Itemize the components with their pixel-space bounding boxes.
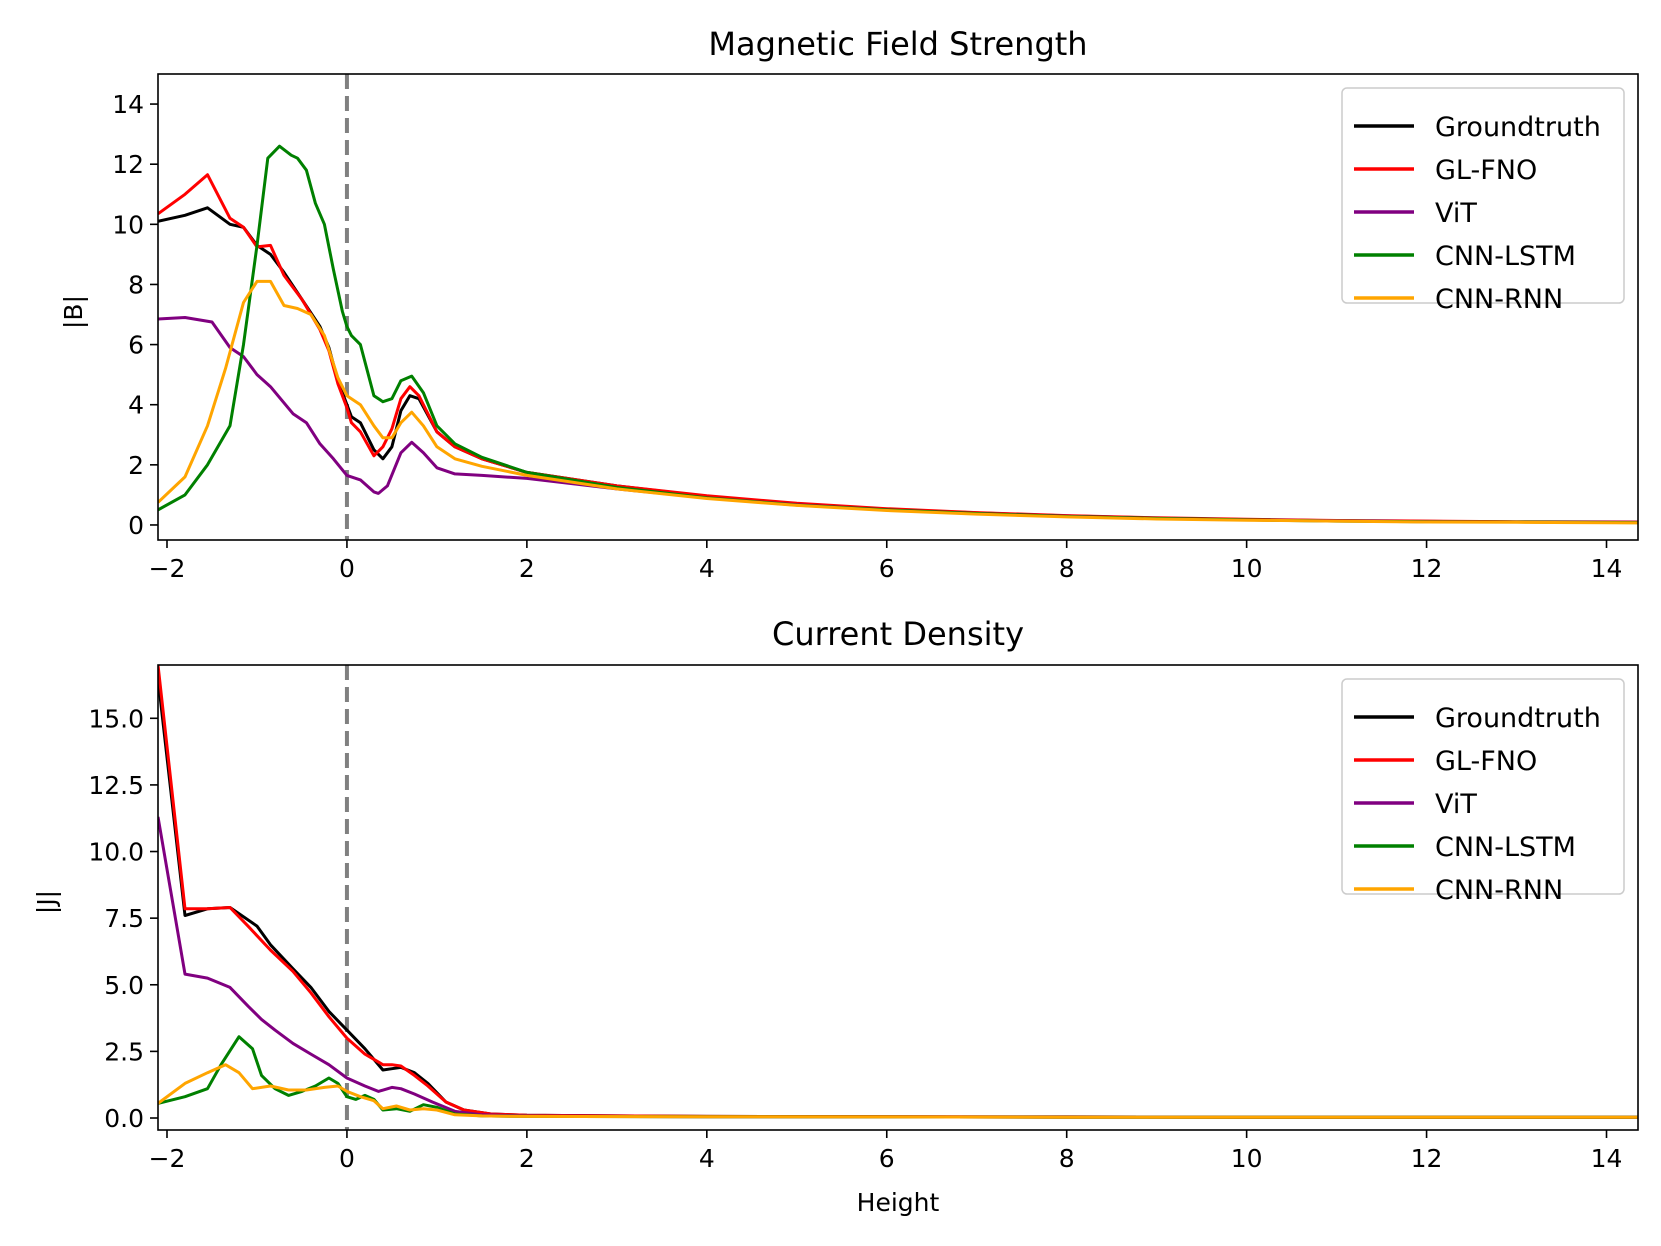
- x-tick-label: −2: [149, 554, 186, 583]
- y-axis-label: |B|: [59, 295, 88, 329]
- x-tick-label: 2: [519, 554, 535, 583]
- y-tick-label: 14: [112, 90, 144, 119]
- y-tick-label: 10: [112, 210, 144, 239]
- legend-label: CNN-LSTM: [1435, 832, 1576, 863]
- magnetic-field-panel: Magnetic Field Strength |B| −2 0 2 4 6 8 10 12 1…: [59, 25, 1639, 583]
- y-tick-label: 5.0: [104, 971, 144, 1000]
- y-tick-label: 0.0: [104, 1104, 144, 1133]
- x-tick-label: 6: [879, 554, 895, 583]
- x-tick-label: 12: [1411, 554, 1443, 583]
- x-tick-label: 12: [1411, 1144, 1443, 1173]
- x-tick-label: 10: [1231, 1144, 1263, 1173]
- y-tick-label: 10.0: [88, 838, 144, 867]
- panel-title: Current Density: [772, 615, 1024, 653]
- y-tick-label: 4: [128, 391, 144, 420]
- x-tick-label: 6: [879, 1144, 895, 1173]
- y-tick-label: 15.0: [88, 704, 144, 733]
- x-tick-label: 2: [519, 1144, 535, 1173]
- legend: Groundtruth GL-FNO ViT CNN-LSTM CNN-RNN: [1341, 87, 1625, 315]
- series-line-cnn-rnn: [158, 279, 1638, 525]
- legend-box: [1341, 87, 1625, 304]
- x-tick-label: 14: [1591, 1144, 1623, 1173]
- axes-frame: [157, 73, 1639, 541]
- x-tick-label: 10: [1231, 554, 1263, 583]
- x-tick-label: 8: [1059, 554, 1075, 583]
- legend-label: GL-FNO: [1435, 155, 1537, 186]
- y-tick-label: 12.5: [88, 771, 144, 800]
- plot-area: −2 0 2 4 6 8 10 12 14 0.0 2.5 5.0 7.5 10.0 12.5 15.0: [88, 664, 1639, 1173]
- x-tick-label: 4: [699, 1144, 715, 1173]
- y-axis-label: |J|: [32, 890, 61, 914]
- x-axis-label: Height: [857, 1188, 940, 1217]
- x-tick-label: 0: [339, 1144, 355, 1173]
- panel-title: Magnetic Field Strength: [708, 25, 1087, 63]
- y-tick-label: 0: [128, 511, 144, 540]
- x-tick-label: 4: [699, 554, 715, 583]
- series-group: [158, 144, 1638, 525]
- x-tick-label: −2: [149, 1144, 186, 1173]
- legend-label: Groundtruth: [1435, 112, 1601, 143]
- legend: Groundtruth GL-FNO ViT CNN-LSTM CNN-RNN: [1341, 678, 1625, 906]
- legend-label: Groundtruth: [1435, 703, 1601, 734]
- y-tick-label: 8: [128, 270, 144, 299]
- legend-label: GL-FNO: [1435, 746, 1537, 777]
- x-tick-label: 8: [1059, 1144, 1075, 1173]
- y-tick-label: 12: [112, 150, 144, 179]
- legend-label: ViT: [1435, 789, 1477, 820]
- axes-frame: [157, 664, 1639, 1131]
- legend-label: CNN-RNN: [1435, 284, 1563, 315]
- y-tick-label: 6: [128, 331, 144, 360]
- y-tick-label: 2.5: [104, 1037, 144, 1066]
- legend-box: [1341, 678, 1625, 895]
- legend-label: ViT: [1435, 198, 1477, 229]
- legend-label: CNN-RNN: [1435, 875, 1563, 906]
- series-line-cnn-rnn: [158, 1063, 1638, 1119]
- y-tick-label: 7.5: [104, 904, 144, 933]
- current-density-panel: Current Density |J| Height −2 0 2 4 6 8 10 12 14…: [32, 615, 1639, 1217]
- x-tick-label: 0: [339, 554, 355, 583]
- x-tick-label: 14: [1591, 554, 1623, 583]
- y-tick-label: 2: [128, 451, 144, 480]
- series-group: [158, 665, 1638, 1119]
- legend-label: CNN-LSTM: [1435, 241, 1576, 272]
